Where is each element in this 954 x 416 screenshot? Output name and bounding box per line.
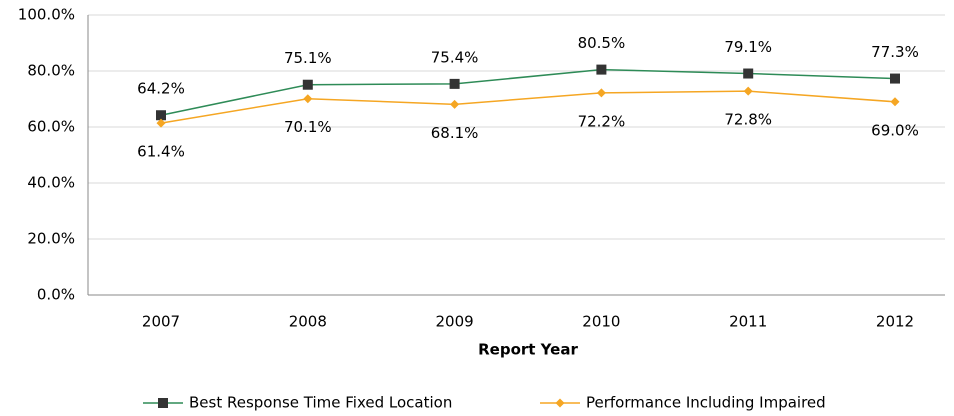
data-point: [156, 110, 166, 121]
data-point: [596, 88, 606, 98]
data-label: 72.2%: [578, 112, 626, 130]
x-tick-label: 2011: [729, 313, 767, 331]
x-tick-label: 2010: [582, 313, 620, 331]
data-label: 75.4%: [431, 48, 479, 66]
legend-marker: [555, 398, 565, 408]
y-tick-label: 80.0%: [27, 62, 75, 80]
data-label: 72.8%: [724, 111, 772, 129]
data-point: [302, 79, 313, 90]
y-tick-label: 0.0%: [37, 286, 75, 304]
data-label: 77.3%: [871, 43, 919, 61]
data-label: 61.4%: [137, 143, 185, 161]
data-point: [303, 94, 313, 104]
data-point: [596, 64, 607, 75]
data-point: [449, 78, 460, 89]
data-label: 79.1%: [724, 38, 772, 56]
legend-marker: [158, 398, 168, 408]
legend-label: Performance Including Impaired: [586, 394, 826, 412]
data-label: 69.0%: [871, 121, 919, 139]
series-line: [160, 68, 896, 116]
data-label: 68.1%: [431, 124, 479, 142]
data-point: [743, 86, 753, 96]
legend-label: Best Response Time Fixed Location: [189, 394, 452, 412]
data-label: 75.1%: [284, 49, 332, 67]
data-point: [890, 73, 900, 84]
series-line: [160, 90, 896, 124]
x-tick-label: 2009: [436, 313, 474, 331]
y-tick-label: 20.0%: [27, 230, 75, 248]
x-axis-label: Report Year: [478, 341, 578, 359]
x-tick-label: 2008: [289, 313, 327, 331]
data-point: [890, 97, 900, 107]
y-tick-label: 60.0%: [27, 118, 75, 136]
data-label: 70.1%: [284, 118, 332, 136]
data-label: 64.2%: [137, 80, 185, 98]
x-tick-label: 2007: [142, 313, 180, 331]
data-point: [156, 118, 166, 128]
y-tick-label: 100.0%: [18, 6, 75, 24]
data-point: [743, 68, 754, 79]
data-point: [450, 99, 460, 109]
x-tick-label: 2012: [876, 313, 914, 331]
data-label: 80.5%: [578, 34, 626, 52]
y-tick-label: 40.0%: [27, 174, 75, 192]
